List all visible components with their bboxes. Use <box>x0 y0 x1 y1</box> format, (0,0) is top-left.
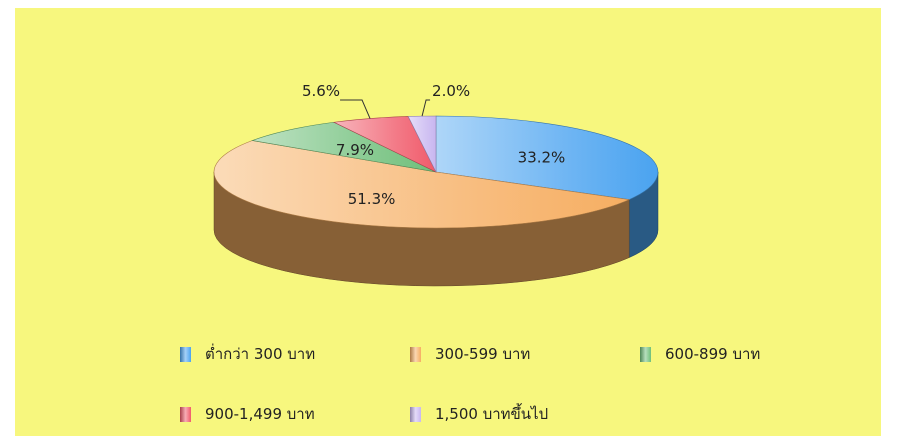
pie-tops <box>213 115 659 229</box>
pie-chart: 33.2% 51.3% 7.9% 5.6% 2.0% <box>213 82 659 287</box>
slice-label-4: 2.0% <box>432 82 470 100</box>
slice-leader-4 <box>421 99 431 117</box>
slice-label-0: 33.2% <box>518 148 566 166</box>
slice-label-2: 7.9% <box>336 141 374 159</box>
slice-0 <box>435 115 659 200</box>
slice-labels: 33.2% 51.3% 7.9% 5.6% 2.0% <box>302 82 565 208</box>
slice-1 <box>213 140 631 229</box>
slice-label-1: 51.3% <box>348 190 396 208</box>
slice-4 <box>407 115 437 173</box>
slice-leader-3 <box>340 99 371 119</box>
slice-label-3: 5.6% <box>302 82 340 100</box>
chart-frame: 33.2% 51.3% 7.9% 5.6% 2.0% ต่ำกว่า 300 บาท 3… <box>15 8 881 436</box>
label-leaders <box>340 99 431 119</box>
slice-2 <box>251 121 437 173</box>
pie-sides <box>213 171 659 287</box>
